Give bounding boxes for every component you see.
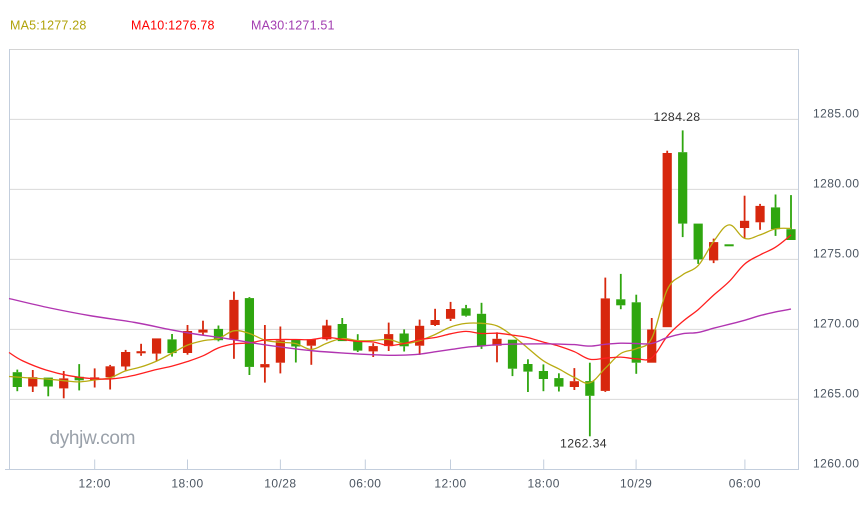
svg-text:1270.00: 1270.00 — [813, 317, 860, 331]
svg-text:10/28: 10/28 — [264, 477, 296, 491]
svg-text:MA30:1271.51: MA30:1271.51 — [251, 19, 335, 33]
svg-text:10/29: 10/29 — [620, 477, 652, 491]
svg-text:1285.00: 1285.00 — [813, 107, 860, 121]
svg-text:1284.28: 1284.28 — [654, 110, 701, 124]
svg-text:06:00: 06:00 — [729, 477, 761, 491]
svg-text:18:00: 18:00 — [528, 477, 560, 491]
svg-text:MA5:1277.28: MA5:1277.28 — [10, 19, 87, 33]
svg-text:1262.34: 1262.34 — [560, 436, 607, 450]
svg-text:1265.00: 1265.00 — [813, 387, 860, 401]
svg-text:18:00: 18:00 — [171, 477, 203, 491]
svg-text:12:00: 12:00 — [79, 477, 111, 491]
svg-text:12:00: 12:00 — [434, 477, 466, 491]
svg-text:1275.00: 1275.00 — [813, 247, 860, 261]
svg-text:1260.00: 1260.00 — [813, 456, 860, 470]
svg-text:1280.00: 1280.00 — [813, 177, 860, 191]
svg-text:06:00: 06:00 — [349, 477, 381, 491]
svg-text:dyhjw.com: dyhjw.com — [50, 428, 136, 449]
svg-text:MA10:1276.78: MA10:1276.78 — [131, 19, 215, 33]
